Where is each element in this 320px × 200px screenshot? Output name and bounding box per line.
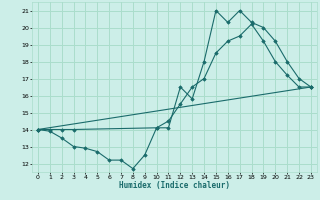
X-axis label: Humidex (Indice chaleur): Humidex (Indice chaleur) — [119, 181, 230, 190]
